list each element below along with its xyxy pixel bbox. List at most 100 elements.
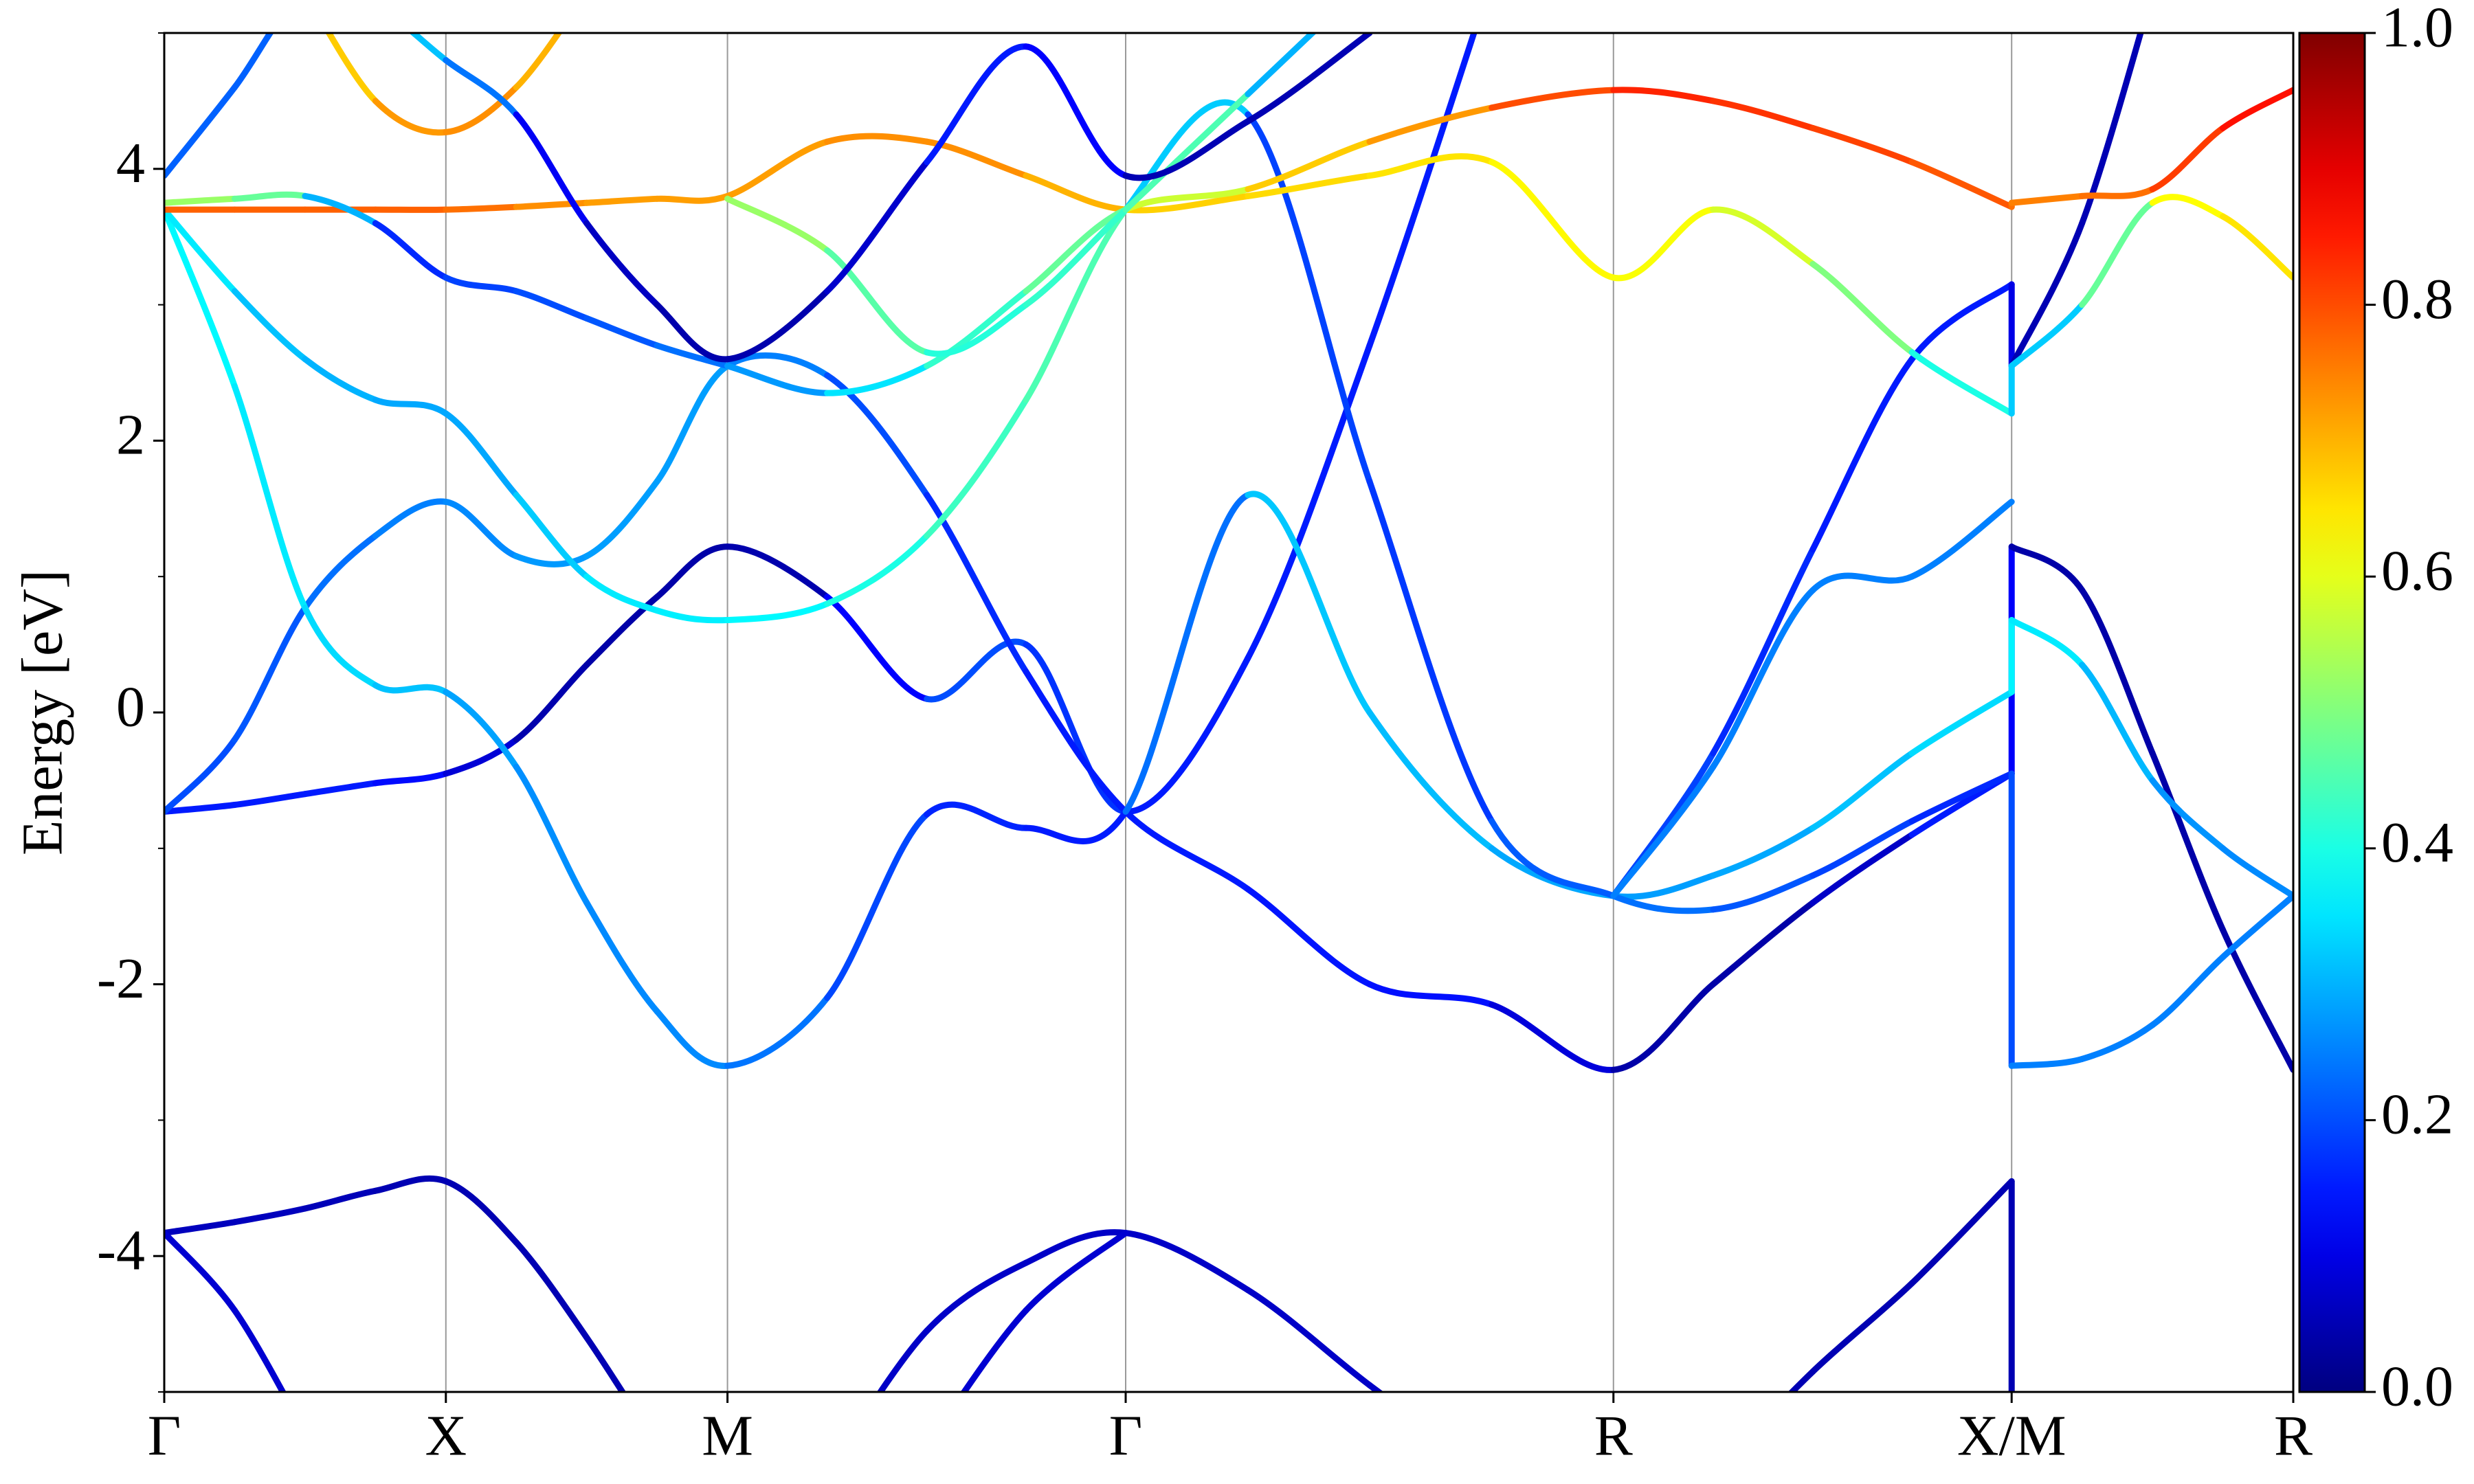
band-segment	[1610, 872, 1717, 900]
colorbar-tick-label: 0.4	[2381, 811, 2453, 875]
band-segment	[1245, 111, 1373, 485]
band-segment	[1908, 281, 2015, 363]
band-segment	[924, 1259, 1029, 1334]
band-segment	[2079, 587, 2156, 756]
band-segment	[924, 492, 1029, 675]
band-segment	[583, 594, 660, 668]
band-segment	[1610, 981, 1717, 1073]
band-segment	[2079, 199, 2156, 308]
band-segment	[1908, 688, 2015, 756]
band-segment	[724, 138, 831, 199]
band-segment	[583, 220, 660, 308]
colorbar-tick-label: 1.0	[2381, 0, 2453, 59]
band-segment	[1122, 492, 1251, 815]
band-segment	[1710, 98, 1816, 131]
band-segment	[1908, 349, 2015, 417]
band-segment	[824, 363, 930, 396]
band-segment	[924, 801, 1029, 831]
band-segment	[513, 111, 590, 227]
band-segment	[1122, 186, 1251, 213]
band-segment	[1023, 206, 1129, 295]
band-segment	[1023, 641, 1129, 815]
band-segment	[302, 1187, 379, 1212]
band-segment	[1023, 206, 1129, 308]
band-segment	[372, 1175, 449, 1194]
band-segment	[231, 605, 309, 743]
band-segment	[1610, 206, 1717, 282]
band-segment	[513, 33, 563, 91]
band-segment	[1122, 91, 1251, 213]
band-segment	[2220, 892, 2293, 960]
band-segment	[2008, 192, 2086, 206]
band-segment	[2079, 662, 2156, 784]
band-segment	[924, 302, 1029, 357]
band-segment	[2149, 954, 2227, 1028]
band-segment	[1908, 159, 2015, 210]
band-segment	[231, 1307, 287, 1392]
y-tick-label: 2	[116, 403, 145, 467]
band-segment	[1610, 892, 1717, 914]
band-segment	[1710, 546, 1816, 756]
band-segment	[1245, 1287, 1373, 1389]
band-segment	[2220, 845, 2293, 899]
band-segment	[1122, 655, 1251, 815]
band-segment	[1787, 1368, 1816, 1392]
band-segment	[2220, 87, 2293, 131]
band-segment	[2149, 194, 2227, 220]
band-segment	[1122, 808, 1251, 892]
band-segment	[2008, 302, 2086, 370]
band-segment	[824, 594, 930, 702]
band-segment	[1245, 33, 1317, 98]
band-segment	[231, 288, 309, 363]
band-segment	[513, 492, 590, 580]
band-segment	[1809, 1280, 1915, 1375]
band-segment	[1489, 1001, 1617, 1073]
band-segment	[1023, 1230, 1129, 1314]
colorbar-tick-label: 0.0	[2381, 1354, 2453, 1418]
x-tick-label: R	[1594, 1404, 1633, 1468]
band-segment	[164, 206, 238, 295]
band-segment	[876, 1327, 930, 1392]
colorbar-tick-label: 0.6	[2381, 539, 2453, 603]
band-segment	[2008, 1055, 2086, 1069]
band-segment	[1366, 709, 1495, 852]
band-segment	[164, 84, 238, 179]
y-tick-label: -4	[97, 1218, 145, 1282]
band-segment	[654, 1008, 731, 1069]
band-segment	[824, 811, 930, 1001]
band-segment	[1245, 33, 1373, 125]
band-segment	[1809, 818, 1915, 879]
band-segment	[372, 220, 449, 281]
band-segment	[2149, 124, 2227, 192]
band-segment	[1809, 750, 1915, 831]
band-segment	[1023, 172, 1129, 213]
band-segment	[1489, 87, 1617, 111]
band-segment	[231, 383, 309, 611]
band-segment	[1245, 172, 1373, 199]
band-segment	[1366, 33, 1478, 349]
y-axis-label: Energy [eV]	[10, 570, 74, 855]
band-segment	[583, 315, 660, 349]
band-segment	[302, 780, 379, 798]
y-tick-label: 0	[116, 675, 145, 739]
band-segment	[1023, 206, 1129, 403]
band-segment	[372, 682, 449, 695]
band-segment	[1908, 1178, 2015, 1287]
band-segment	[513, 553, 590, 567]
band-segment	[1366, 104, 1495, 145]
x-tick-label: M	[702, 1404, 753, 1468]
band-segment	[724, 288, 831, 363]
band-segment	[443, 737, 520, 777]
band-segment	[1122, 1230, 1251, 1294]
x-tick-label: Γ	[148, 1404, 181, 1468]
band-segment	[583, 573, 660, 614]
band-segment	[302, 532, 379, 611]
band-segment	[824, 133, 930, 145]
band-segment	[1908, 770, 2015, 824]
band-segment	[2008, 616, 2086, 668]
band-segment	[1122, 118, 1251, 181]
band-segment	[443, 203, 520, 213]
band-segment	[1122, 99, 1251, 213]
